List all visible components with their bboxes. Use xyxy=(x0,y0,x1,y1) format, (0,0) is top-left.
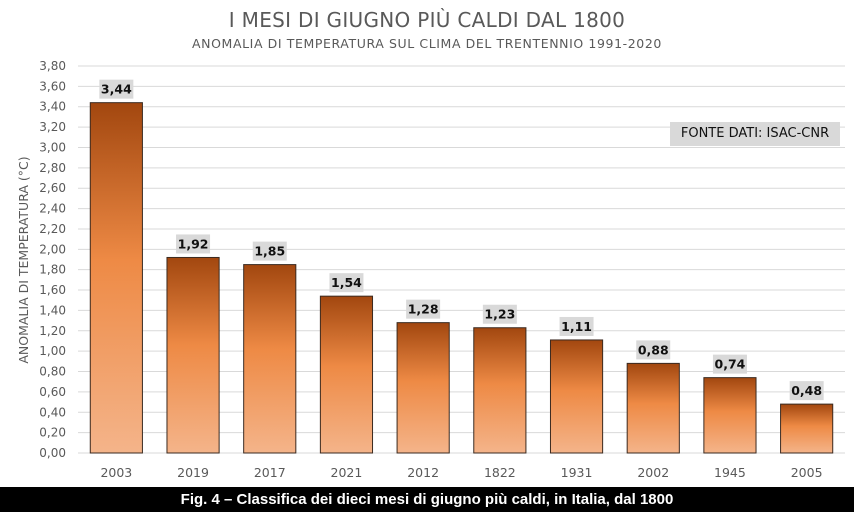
y-tick-label: 2,80 xyxy=(39,161,66,175)
y-tick-label: 2,40 xyxy=(39,202,66,216)
y-tick-label: 0,40 xyxy=(39,405,66,419)
bars xyxy=(89,102,834,454)
y-axis-title: ANOMALIA DI TEMPERATURA (°C) xyxy=(16,156,31,363)
data-label-background xyxy=(559,316,594,336)
bar xyxy=(549,339,604,454)
data-label: 3,44 xyxy=(101,82,132,97)
y-tick-label: 3,60 xyxy=(39,79,66,93)
bar xyxy=(166,256,220,454)
chart-subtitle: ANOMALIA DI TEMPERATURA SUL CLIMA DEL TR… xyxy=(192,36,662,51)
y-tick-label: 0,00 xyxy=(39,446,66,460)
y-tick-label: 1,40 xyxy=(39,303,66,317)
x-tick-label: 2021 xyxy=(331,465,363,480)
bar xyxy=(243,264,297,454)
y-tick-label: 1,80 xyxy=(39,263,66,277)
bar xyxy=(396,322,450,454)
x-tick-label: 2012 xyxy=(407,465,439,480)
data-labels: 3,44 1,92 1,85 1,54 1,28 1,23 1,11 0,88 0,74 0,48 xyxy=(99,79,824,401)
y-tick-label: 0,60 xyxy=(39,385,66,399)
y-tick-label: 3,00 xyxy=(39,140,66,154)
chart-area: I MESI DI GIUGNO PIÙ CALDI DAL 1800 ANOM… xyxy=(16,8,845,480)
data-label-background xyxy=(712,354,747,374)
bar-chart: 0,00 0,20 0,40 0,60 0,80 1,00 1,20 1,40 1,60 1,80… xyxy=(16,59,845,480)
x-tick-label: 2003 xyxy=(100,465,132,480)
x-tick-label: 1945 xyxy=(714,465,746,480)
y-tick-label: 2,00 xyxy=(39,242,66,256)
data-label: 1,28 xyxy=(408,302,439,317)
x-axis-ticks: 2003 2019 2017 2021 2012 1822 1931 2002 1945 2005 xyxy=(100,465,822,480)
x-tick-label: 1822 xyxy=(484,465,516,480)
y-tick-label: 3,80 xyxy=(39,59,66,73)
data-label-background xyxy=(789,381,824,401)
data-label-background xyxy=(482,304,517,324)
bar xyxy=(703,377,757,454)
data-label-background xyxy=(176,234,211,254)
x-tick-label: 2005 xyxy=(791,465,823,480)
y-tick-label: 0,80 xyxy=(39,365,66,379)
chart-title: I MESI DI GIUGNO PIÙ CALDI DAL 1800 xyxy=(228,8,626,32)
figure-caption: Fig. 4 – Classifica dei dieci mesi di gi… xyxy=(0,487,854,512)
x-tick-label: 2019 xyxy=(177,465,209,480)
data-label-background xyxy=(406,299,441,319)
y-tick-label: 2,60 xyxy=(39,181,66,195)
source-note: FONTE DATI: ISAC-CNR xyxy=(670,122,840,146)
y-tick-label: 1,60 xyxy=(39,283,66,297)
y-tick-label: 2,20 xyxy=(39,222,66,236)
y-tick-label: 0,20 xyxy=(39,426,66,440)
data-label: 0,74 xyxy=(715,357,746,372)
data-label: 1,23 xyxy=(484,307,515,322)
x-tick-label: 2002 xyxy=(637,465,669,480)
bar xyxy=(89,102,143,454)
data-label-background xyxy=(99,79,134,99)
data-label: 1,85 xyxy=(254,244,285,259)
x-tick-label: 1931 xyxy=(561,465,593,480)
y-axis-ticks: 0,00 0,20 0,40 0,60 0,80 1,00 1,20 1,40 1,60 1,80… xyxy=(39,59,66,460)
data-label: 1,54 xyxy=(331,275,362,290)
data-label: 0,88 xyxy=(638,342,669,357)
bar xyxy=(626,362,680,454)
bar xyxy=(319,295,374,454)
y-tick-label: 3,40 xyxy=(39,100,66,114)
data-label-background xyxy=(636,340,671,360)
data-label: 1,11 xyxy=(561,319,592,334)
bar xyxy=(473,327,527,454)
data-label: 0,48 xyxy=(791,383,822,398)
y-tick-label: 1,00 xyxy=(39,344,66,358)
y-tick-label: 3,20 xyxy=(39,120,66,134)
data-label-background xyxy=(252,241,287,261)
x-tick-label: 2017 xyxy=(254,465,286,480)
data-label-background xyxy=(329,273,364,293)
data-label: 1,92 xyxy=(178,236,209,251)
bar xyxy=(780,403,834,454)
y-tick-label: 1,20 xyxy=(39,324,66,338)
